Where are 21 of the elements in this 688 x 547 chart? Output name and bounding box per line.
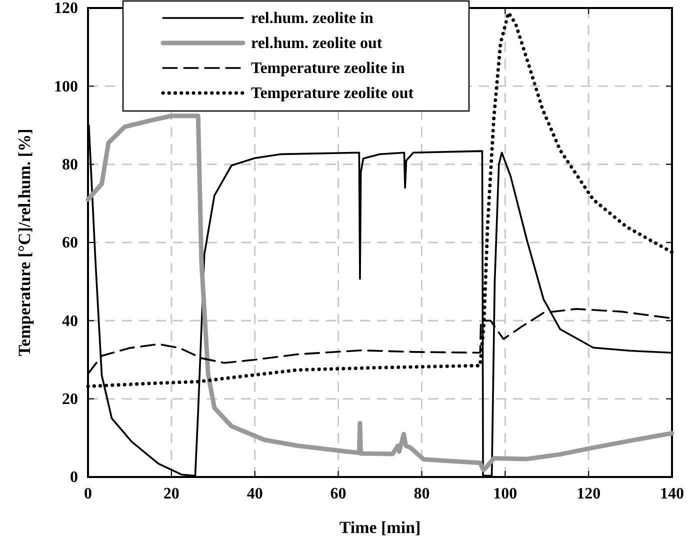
x-tick-label: 140 xyxy=(660,485,684,502)
x-tick-label: 120 xyxy=(576,485,601,502)
legend-label: Temperature zeolite in xyxy=(251,60,405,77)
y-tick-label: 120 xyxy=(54,0,78,18)
x-axis-title: Time [min] xyxy=(339,518,421,537)
legend-label: rel.hum. zeolite in xyxy=(251,10,374,27)
x-tick-label: 100 xyxy=(493,485,518,502)
x-tick-label: 40 xyxy=(246,485,263,502)
legend-label: rel.hum. zeolite out xyxy=(251,35,383,52)
x-tick-label: 0 xyxy=(84,485,92,502)
y-tick-label: 0 xyxy=(70,469,78,486)
y-tick-label: 20 xyxy=(62,390,78,408)
y-tick-label: 60 xyxy=(62,234,78,252)
legend-label: Temperature zeolite out xyxy=(251,85,414,102)
y-tick-label: 100 xyxy=(54,78,78,96)
x-tick-label: 60 xyxy=(330,485,346,502)
y-tick-label: 40 xyxy=(62,312,78,330)
x-tick-label: 80 xyxy=(414,485,430,502)
y-tick-label: 80 xyxy=(62,156,78,174)
x-tick-label: 20 xyxy=(163,485,180,502)
y-axis-title: Temperature [°C]/rel.hum. [%] xyxy=(15,128,34,356)
